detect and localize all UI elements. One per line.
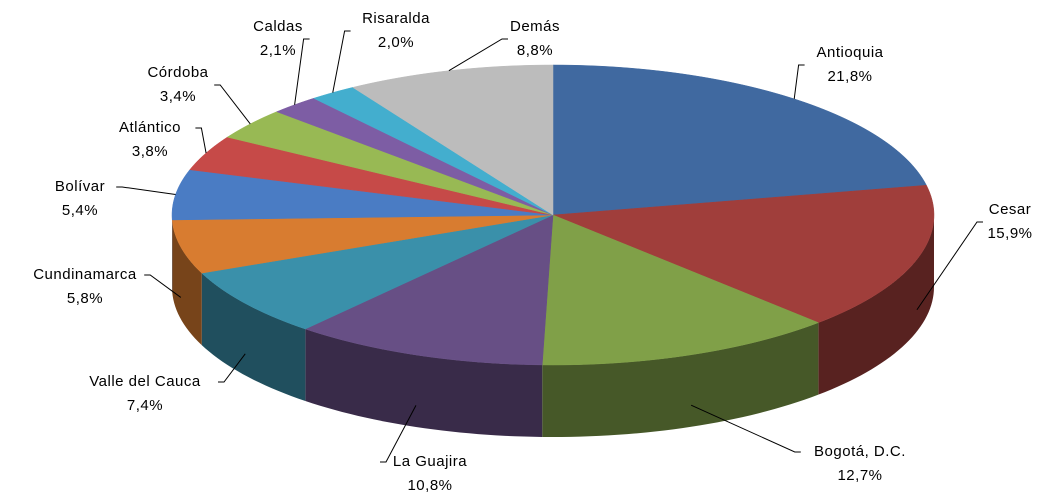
slice xyxy=(552,64,927,216)
slice-value-label: 8,8% xyxy=(517,42,553,59)
slice xyxy=(201,214,554,330)
slice-side xyxy=(818,215,934,395)
slice-side xyxy=(542,322,819,437)
leader-line xyxy=(195,127,207,154)
slice-label: Valle del Cauca xyxy=(89,373,201,390)
slice-side xyxy=(172,219,202,346)
slice-value-label: 21,8% xyxy=(827,68,872,85)
slice xyxy=(552,184,935,323)
slice-label: Risaralda xyxy=(362,10,430,27)
leader-line xyxy=(690,404,801,453)
slice xyxy=(171,214,554,274)
slice-label: Cundinamarca xyxy=(33,266,137,283)
slice-value-label: 12,7% xyxy=(837,467,882,484)
leader-line xyxy=(916,221,983,311)
slice-side xyxy=(201,273,306,401)
slice-value-label: 2,0% xyxy=(378,34,414,51)
slice-label: Bolívar xyxy=(55,178,105,195)
slice-value-label: 3,4% xyxy=(160,88,196,105)
slice xyxy=(276,98,554,216)
leader-line xyxy=(332,30,351,93)
slice xyxy=(304,214,554,366)
slice-value-label: 5,8% xyxy=(67,290,103,307)
slice xyxy=(189,136,554,216)
leader-line xyxy=(116,186,176,196)
slice-label: La Guajira xyxy=(393,453,467,470)
slice-value-label: 2,1% xyxy=(260,42,296,59)
leader-line xyxy=(214,84,251,125)
slice-value-label: 15,9% xyxy=(987,225,1032,242)
slice-label: Córdoba xyxy=(147,64,208,81)
slice-label: Antioquia xyxy=(816,44,883,61)
slice-value-label: 10,8% xyxy=(407,477,452,492)
slice-value-label: 5,4% xyxy=(62,202,98,219)
slice xyxy=(226,111,554,216)
slice-value-label: 3,8% xyxy=(132,143,168,160)
leader-line xyxy=(218,353,246,383)
leader-line xyxy=(448,38,508,72)
leader-line xyxy=(793,64,805,99)
slice-label: Cesar xyxy=(989,201,1032,218)
slice-label: Atlántico xyxy=(119,119,181,136)
slice-label: Demás xyxy=(510,18,560,35)
slice-label: Caldas xyxy=(253,18,303,35)
leader-line xyxy=(294,38,310,105)
slice-side xyxy=(305,328,543,437)
slice-label: Bogotá, D.C. xyxy=(814,443,906,460)
slice-value-label: 7,4% xyxy=(127,397,163,414)
leader-line xyxy=(380,405,417,463)
leader-line xyxy=(144,274,182,298)
slice xyxy=(541,214,820,366)
